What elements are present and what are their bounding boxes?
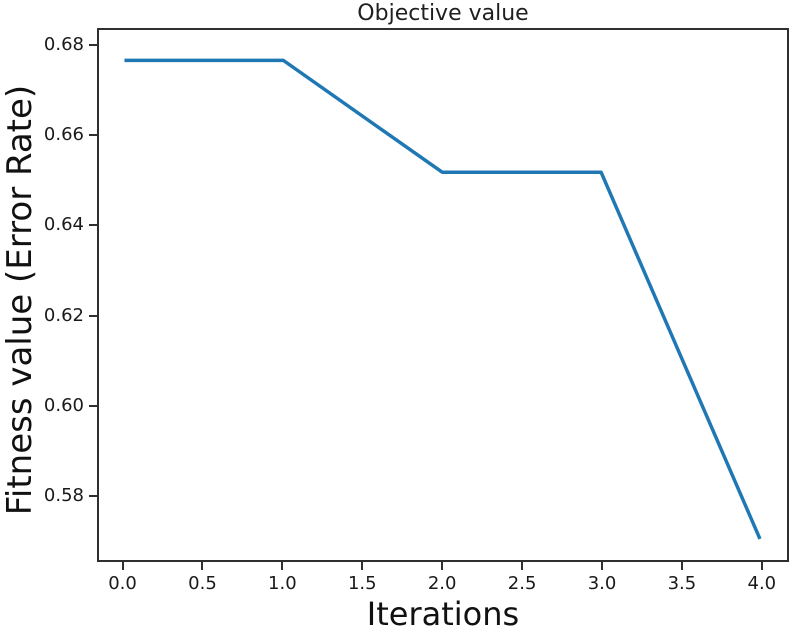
y-tick-mark <box>89 314 97 317</box>
x-tick-mark <box>281 562 284 570</box>
y-tick-mark <box>89 404 97 407</box>
y-tick-label: 0.60 <box>43 394 84 416</box>
x-tick-label: 3.0 <box>587 573 617 594</box>
x-tick-label: 3.5 <box>667 573 697 594</box>
y-tick-label: 0.62 <box>43 304 84 326</box>
y-tick-mark <box>89 224 97 227</box>
plot-area <box>97 28 789 562</box>
line-chart-svg <box>124 58 762 540</box>
y-tick-mark <box>89 494 97 497</box>
x-tick-label: 4.0 <box>747 573 777 594</box>
x-tick-mark <box>441 562 444 570</box>
x-tick-mark <box>521 562 524 570</box>
y-axis-label: Fitness value (Error Rate) <box>0 84 40 516</box>
y-tick-mark <box>89 44 97 47</box>
x-tick-label: 1.5 <box>347 573 377 594</box>
x-tick-label: 0.5 <box>188 573 217 594</box>
x-tick-label: 0.0 <box>108 573 137 594</box>
y-tick-mark <box>89 134 97 137</box>
x-tick-label: 2.5 <box>507 573 537 594</box>
y-tick-label: 0.68 <box>43 34 84 56</box>
y-tick-label: 0.66 <box>43 124 84 146</box>
x-tick-label: 1.0 <box>268 573 297 594</box>
chart-title: Objective value <box>357 1 529 26</box>
y-tick-label: 0.64 <box>43 214 84 236</box>
x-tick-mark <box>680 562 683 570</box>
x-tick-mark <box>361 562 364 570</box>
x-tick-label: 2.0 <box>427 573 457 594</box>
y-tick-label: 0.58 <box>43 484 84 506</box>
x-axis-label: Iterations <box>366 595 520 633</box>
x-tick-mark <box>121 562 124 570</box>
x-tick-mark <box>760 562 763 570</box>
x-tick-mark <box>601 562 604 570</box>
x-tick-mark <box>201 562 204 570</box>
fitness-line-series <box>124 58 762 540</box>
